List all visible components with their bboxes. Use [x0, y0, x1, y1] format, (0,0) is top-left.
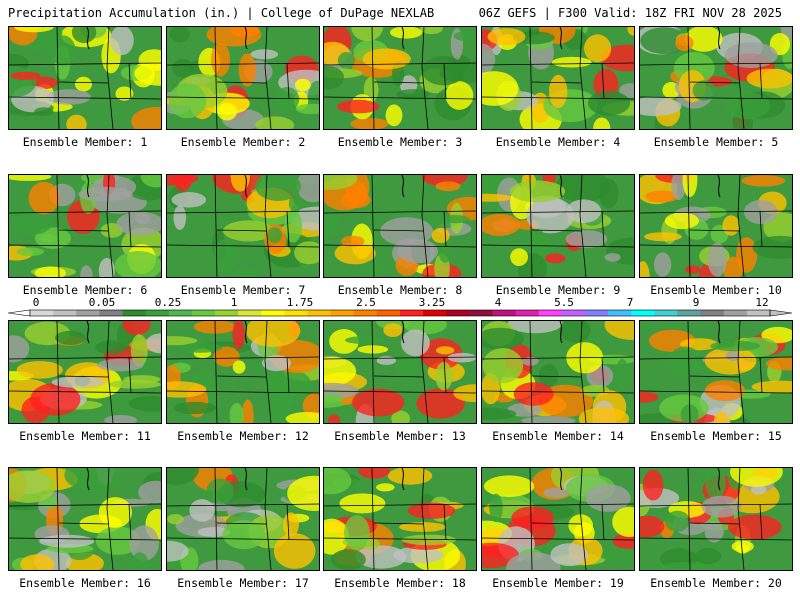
colorbar-swatch [515, 310, 540, 316]
colorbar-swatch [561, 310, 586, 316]
colorbar-swatch [746, 310, 771, 316]
colorbar-tick-label: 0.25 [154, 296, 182, 309]
colorbar-swatch [261, 310, 285, 316]
colorbar-tick-label: 2.5 [356, 296, 376, 309]
colorbar-swatch [330, 310, 355, 316]
ensemble-map-3 [323, 26, 477, 130]
colorbar-swatch [538, 310, 563, 316]
ensemble-member-label: Ensemble Member: 2 [180, 135, 306, 149]
ensemble-map-6 [8, 174, 162, 278]
colorbar-swatch [608, 310, 632, 316]
colorbar-swatch [122, 310, 147, 316]
colorbar-tick-label: 7 [626, 296, 634, 309]
ensemble-member-label: Ensemble Member: 18 [334, 576, 466, 590]
ensemble-map-16 [8, 467, 162, 571]
colorbar-min-arrow [7, 309, 31, 317]
ensemble-member-label: Ensemble Member: 14 [492, 429, 624, 443]
ensemble-member-label: Ensemble Member: 10 [650, 283, 782, 297]
colorbar-tick-label: 0 [32, 296, 40, 309]
colorbar-swatch [30, 310, 54, 316]
ensemble-member-label: Ensemble Member: 3 [337, 135, 463, 149]
ensemble-map-13 [323, 320, 477, 424]
ensemble-member-label: Ensemble Member: 4 [495, 135, 621, 149]
colorbar-swatch [677, 310, 702, 316]
header-title: Precipitation Accumulation (in.) | Colle… [8, 6, 435, 20]
ensemble-member-label: Ensemble Member: 8 [337, 283, 463, 297]
ensemble-member-label: Ensemble Member: 1 [22, 135, 148, 149]
colorbar-tick-label: 1 [230, 296, 238, 309]
colorbar-swatch [168, 310, 193, 316]
colorbar-max-arrow [769, 309, 793, 317]
colorbar-swatch [700, 310, 725, 316]
ensemble-map-14 [481, 320, 635, 424]
colorbar-swatch [53, 310, 77, 316]
colorbar-tick-label: 9 [692, 296, 700, 309]
ensemble-map-1 [8, 26, 162, 130]
colorbar-swatch [654, 310, 679, 316]
colorbar-swatch [723, 310, 748, 316]
colorbar-tick-label: 12 [755, 296, 769, 309]
ensemble-map-9 [481, 174, 635, 278]
ensemble-map-19 [481, 467, 635, 571]
colorbar-tick-label: 4 [494, 296, 502, 309]
ensemble-map-7 [166, 174, 320, 278]
ensemble-member-label: Ensemble Member: 17 [177, 576, 309, 590]
colorbar-swatch [492, 310, 517, 316]
colorbar-tick-label: 5.5 [554, 296, 574, 309]
ensemble-member-label: Ensemble Member: 19 [492, 576, 624, 590]
colorbar-swatch [307, 310, 332, 316]
colorbar-swatch [284, 310, 309, 316]
ensemble-map-18 [323, 467, 477, 571]
colorbar-swatch [446, 310, 470, 316]
colorbar-swatch [191, 310, 216, 316]
ensemble-map-4 [481, 26, 635, 130]
colorbar-swatch [631, 310, 655, 316]
colorbar-tick-label: 3.25 [418, 296, 446, 309]
ensemble-member-label: Ensemble Member: 15 [650, 429, 782, 443]
ensemble-map-2 [166, 26, 320, 130]
ensemble-member-label: Ensemble Member: 6 [22, 283, 148, 297]
ensemble-map-20 [639, 467, 793, 571]
ensemble-map-17 [166, 467, 320, 571]
ensemble-member-label: Ensemble Member: 12 [177, 429, 309, 443]
colorbar-swatch [376, 310, 401, 316]
ensemble-member-label: Ensemble Member: 20 [650, 576, 782, 590]
colorbar-swatch [423, 310, 447, 316]
ensemble-member-label: Ensemble Member: 9 [495, 283, 621, 297]
colorbar-swatch [585, 310, 609, 316]
ensemble-map-8 [323, 174, 477, 278]
colorbar-swatch [215, 310, 239, 316]
colorbar-swatch [353, 310, 378, 316]
ensemble-map-10 [639, 174, 793, 278]
ensemble-map-11 [8, 320, 162, 424]
ensemble-member-label: Ensemble Member: 5 [653, 135, 779, 149]
precip-colorbar [7, 309, 793, 317]
ensemble-map-12 [166, 320, 320, 424]
colorbar-tick-label: 0.05 [88, 296, 116, 309]
ensemble-member-label: Ensemble Member: 16 [19, 576, 151, 590]
ensemble-member-label: Ensemble Member: 11 [19, 429, 151, 443]
colorbar-tick-label: 1.75 [286, 296, 314, 309]
colorbar-swatch [145, 310, 170, 316]
ensemble-map-15 [639, 320, 793, 424]
colorbar-swatch [238, 310, 262, 316]
ensemble-map-5 [639, 26, 793, 130]
colorbar-swatch [76, 310, 100, 316]
header-run-info: 06Z GEFS | F300 Valid: 18Z FRI NOV 28 20… [478, 6, 782, 20]
ensemble-member-label: Ensemble Member: 7 [180, 283, 306, 297]
ensemble-member-label: Ensemble Member: 13 [334, 429, 466, 443]
colorbar-swatch [469, 310, 494, 316]
colorbar-swatch [99, 310, 124, 316]
colorbar-swatch [400, 310, 424, 316]
